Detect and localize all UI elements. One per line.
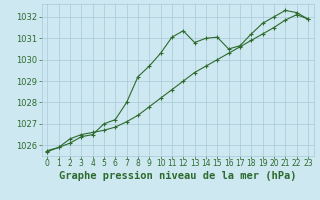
X-axis label: Graphe pression niveau de la mer (hPa): Graphe pression niveau de la mer (hPa)	[59, 171, 296, 181]
